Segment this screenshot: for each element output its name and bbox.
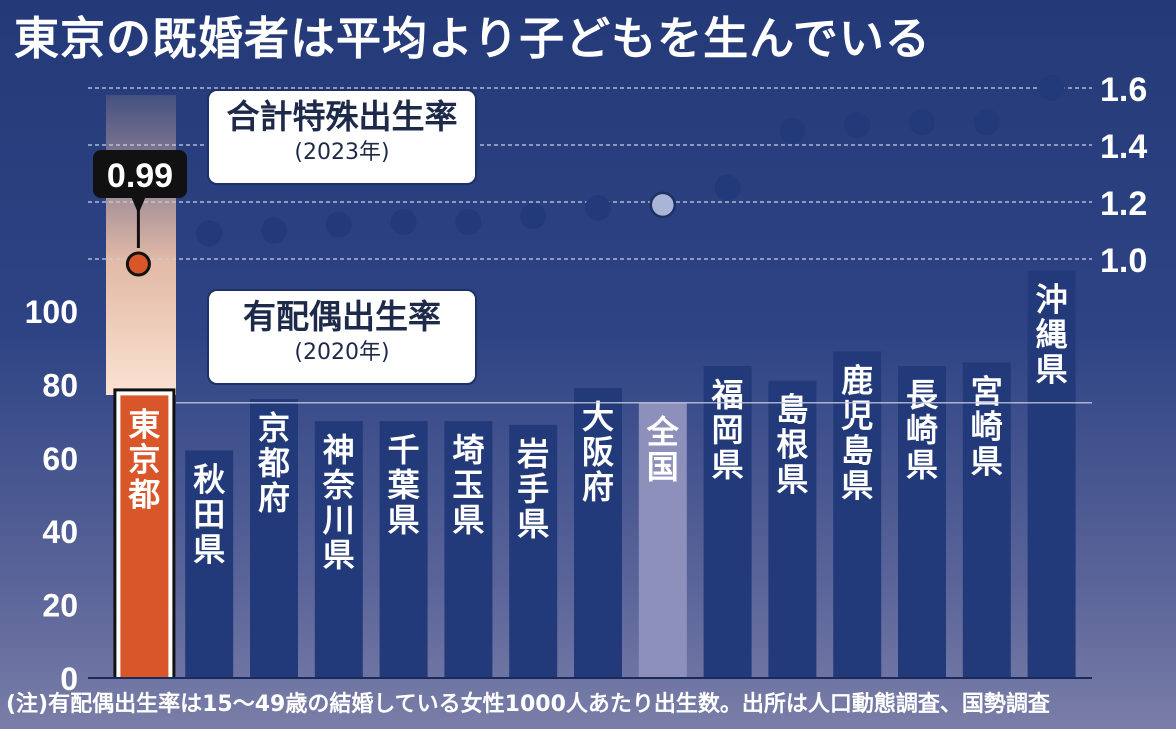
- right-tick-label: 1.2: [1100, 185, 1147, 223]
- bar: [703, 366, 752, 678]
- category-label: 全: [646, 413, 680, 451]
- category-label: 田: [193, 495, 225, 533]
- category-label: 手: [517, 470, 549, 508]
- category-label: 県: [776, 461, 808, 499]
- category-label: 京: [128, 440, 160, 478]
- category-label: 鹿: [841, 361, 873, 399]
- dot: [909, 109, 935, 136]
- bar: [185, 450, 234, 678]
- category-label: 府: [258, 479, 290, 517]
- category-label: 国: [647, 448, 679, 486]
- category-label: 島: [776, 391, 808, 429]
- category-label: 宮: [971, 372, 1003, 410]
- bar: [1027, 270, 1076, 678]
- bar: [250, 399, 298, 678]
- category-label: 大: [582, 398, 614, 436]
- right-tick-label: 1.4: [1100, 128, 1147, 166]
- left-tick-label: 60: [42, 441, 78, 477]
- category-label: 崎: [971, 407, 1003, 445]
- bar: [379, 421, 428, 678]
- callout-box: [93, 150, 187, 198]
- dot: [325, 211, 352, 238]
- category-label: 千: [388, 431, 420, 469]
- dot: [844, 112, 871, 139]
- category-label: 沖: [1036, 281, 1068, 319]
- dot: [520, 203, 547, 230]
- left-tick-label: 100: [25, 294, 78, 330]
- legend-married-birth-rate-label: 有配偶出生率: [243, 297, 441, 336]
- category-label: 岩: [517, 435, 549, 473]
- dot-highlight: [125, 251, 151, 277]
- legend-birth-rate-box: 合計特殊出生率 (2023年): [207, 89, 477, 185]
- dot: [585, 194, 611, 221]
- category-label: 県: [193, 530, 225, 568]
- category-label: 阪: [582, 433, 614, 471]
- category-label: 県: [323, 536, 355, 574]
- dot: [779, 117, 806, 144]
- bar: [833, 351, 882, 678]
- category-label: 根: [776, 426, 808, 464]
- category-label: 県: [517, 505, 549, 543]
- category-label: 県: [452, 501, 484, 539]
- bar: [768, 380, 817, 678]
- dot: [973, 109, 1000, 136]
- category-label: 県: [971, 442, 1003, 480]
- category-label: 秋: [193, 460, 225, 498]
- left-tick-label: 0: [60, 661, 78, 697]
- category-label: 東: [128, 405, 160, 443]
- legend-birth-rate-period: (2023年): [294, 140, 390, 165]
- category-label: 神: [323, 431, 355, 469]
- left-tick-label: 80: [42, 367, 78, 403]
- category-label: 埼: [452, 431, 484, 469]
- dot: [714, 174, 741, 201]
- bar-highlight: [120, 395, 169, 678]
- bar: [962, 362, 1011, 678]
- category-label: 岡: [712, 411, 744, 449]
- bar: [574, 388, 622, 678]
- left-tick-label: 20: [42, 588, 78, 624]
- dot: [390, 208, 417, 235]
- dot: [261, 217, 287, 244]
- category-label: 川: [323, 501, 355, 539]
- highlight-column: [106, 95, 176, 395]
- category-label: 県: [712, 446, 744, 484]
- category-label: 都: [127, 475, 160, 513]
- category-label: 県: [388, 501, 420, 539]
- footnote: (注)有配偶出生率は15～49歳の結婚している女性1000人あたり出生数。出所は…: [6, 692, 1050, 717]
- dot-national: [649, 191, 677, 219]
- category-label: 玉: [452, 466, 484, 504]
- callout-value: 0.99: [107, 157, 173, 195]
- category-label: 葉: [387, 466, 421, 504]
- category-label: 島: [841, 431, 873, 469]
- callout-arrow: [130, 195, 147, 214]
- chart-title: 東京の既婚者は平均より子どもを生んでいる: [14, 12, 931, 65]
- category-label: 崎: [906, 411, 938, 449]
- category-label: 京: [258, 409, 290, 447]
- bar: [314, 421, 363, 678]
- bar: [509, 424, 558, 678]
- dot: [1038, 75, 1065, 101]
- legend-married-birth-rate-period: (2020年): [294, 340, 390, 365]
- dot: [196, 220, 223, 247]
- category-label: 県: [906, 446, 938, 484]
- right-tick-label: 1.6: [1100, 71, 1147, 109]
- bar: [898, 366, 946, 678]
- legend-birth-rate-label: 合計特殊出生率: [226, 97, 458, 136]
- category-label: 福: [711, 376, 744, 414]
- left-tick-label: 40: [42, 514, 78, 550]
- category-label: 県: [1036, 351, 1068, 389]
- legend-married-birth-rate-box: 有配偶出生率 (2020年): [207, 289, 477, 385]
- right-tick-label: 1.0: [1100, 242, 1147, 280]
- category-label: 縄: [1036, 316, 1068, 354]
- category-label: 都: [257, 444, 290, 482]
- category-label: 県: [841, 466, 873, 504]
- dot: [455, 208, 482, 235]
- category-label: 奈: [322, 466, 355, 504]
- category-label: 府: [582, 468, 614, 506]
- category-label: 長: [906, 376, 939, 414]
- bar: [444, 421, 493, 678]
- bar-national: [638, 402, 687, 678]
